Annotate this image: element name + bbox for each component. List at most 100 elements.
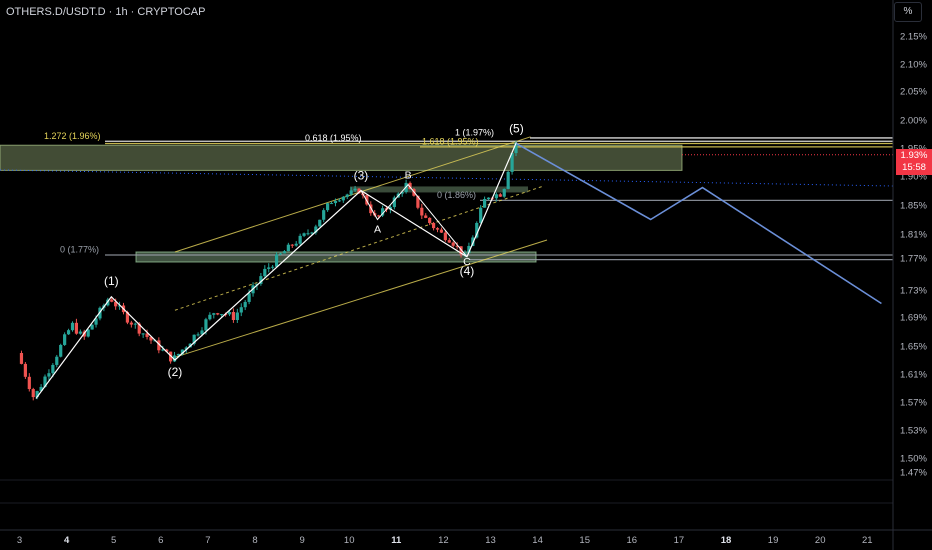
- candle-body: [447, 240, 451, 243]
- fib-label: 0 (1.77%): [60, 245, 99, 255]
- candle-body: [357, 188, 361, 194]
- candle-body: [74, 322, 79, 334]
- candle-body: [282, 251, 287, 254]
- candle-body: [443, 232, 447, 241]
- candle-body: [200, 330, 204, 335]
- x-tick-label: 4: [64, 535, 70, 546]
- y-tick-label: 1.65%: [900, 342, 927, 353]
- candle-body: [145, 333, 149, 337]
- candle-body: [208, 314, 212, 320]
- candle-body: [424, 215, 428, 218]
- wave-label: (1): [104, 274, 119, 288]
- candle-body: [51, 364, 55, 374]
- candle-body: [341, 196, 345, 201]
- channel-line: [174, 185, 543, 311]
- candle-body: [196, 334, 200, 336]
- candle-body: [302, 233, 306, 236]
- candle-body: [286, 244, 290, 252]
- abc-correction-line: [360, 183, 468, 258]
- candle-body: [172, 355, 177, 362]
- candle-body: [39, 386, 43, 392]
- candle-body: [510, 153, 514, 172]
- candle-body: [400, 192, 404, 194]
- candle-body: [70, 322, 75, 331]
- y-tick-label: 1.53%: [900, 426, 927, 437]
- candle-body: [137, 323, 141, 334]
- y-tick-label: 2.10%: [900, 60, 927, 71]
- candle-body: [408, 182, 412, 190]
- candle-body: [267, 267, 271, 269]
- y-tick-label: 1.57%: [900, 398, 927, 409]
- candle-body: [365, 195, 369, 205]
- candle-body: [514, 142, 518, 154]
- candle-body: [35, 391, 39, 398]
- candle-body: [129, 322, 133, 325]
- candle-body: [220, 314, 224, 316]
- candle-body: [483, 199, 487, 208]
- chart-title: OTHERS.D/USDT.D · 1h · CRYPTOCAP: [6, 6, 206, 18]
- candle-body: [117, 305, 122, 307]
- channel-line: [174, 239, 548, 358]
- elliott-wave-line: [35, 142, 517, 399]
- candle-body: [212, 313, 216, 315]
- candle-body: [369, 204, 373, 214]
- candle-body: [475, 222, 479, 238]
- fib-label: 1 (1.97%): [455, 127, 494, 137]
- candle-body: [345, 194, 349, 197]
- x-tick-label: 3: [17, 535, 22, 546]
- candle-body: [55, 356, 59, 365]
- fib-label: 0.618 (1.95%): [305, 133, 362, 143]
- candle-body: [455, 245, 459, 247]
- candle-body: [184, 347, 188, 350]
- candle-body: [141, 333, 145, 335]
- x-tick-label: 14: [532, 535, 543, 546]
- wave-labels: (1) (2) (3) (4) (5) A B C: [104, 121, 524, 379]
- y-tick-label: 1.61%: [900, 370, 927, 381]
- x-tick-label: 18: [721, 535, 732, 546]
- fib-label: 1.272 (1.96%): [44, 131, 101, 141]
- candle-body: [43, 376, 47, 387]
- support-zone: [135, 251, 537, 263]
- candle-body: [204, 319, 208, 331]
- candle-body: [94, 318, 98, 325]
- candle-body: [294, 243, 298, 246]
- candle-body: [435, 228, 440, 230]
- wave-label: A: [374, 224, 381, 236]
- candle-body: [416, 195, 420, 208]
- candle-body: [19, 353, 24, 364]
- candle-body: [298, 235, 302, 244]
- candle-body: [23, 363, 27, 377]
- candle-body: [349, 190, 353, 195]
- y-tick-label: 1.77%: [900, 254, 927, 265]
- candle-body: [377, 215, 381, 217]
- candle-body: [216, 313, 220, 315]
- candle-body: [314, 226, 318, 233]
- candle-body: [479, 207, 483, 223]
- candle-body: [326, 203, 330, 211]
- candle-body: [310, 232, 314, 234]
- candle-body: [459, 246, 463, 255]
- candle-body: [494, 194, 498, 199]
- x-tick-label: 5: [111, 535, 116, 546]
- candle-body: [157, 340, 161, 351]
- y-tick-label: 1.47%: [900, 468, 927, 479]
- candles: [19, 140, 518, 401]
- percent-scale-button[interactable]: %: [894, 2, 922, 22]
- y-tick-label: 2.05%: [900, 87, 927, 98]
- candle-body: [243, 301, 247, 308]
- candle-body: [431, 222, 436, 229]
- x-tick-label: 12: [438, 535, 449, 546]
- candle-body: [47, 373, 51, 377]
- candle-body: [271, 266, 275, 268]
- candle-body: [451, 242, 455, 246]
- wave-label: B: [405, 170, 412, 182]
- x-tick-label: 19: [768, 535, 779, 546]
- x-tick-label: 10: [344, 535, 355, 546]
- x-tick-label: 8: [252, 535, 257, 546]
- wave-label: (5): [509, 121, 524, 135]
- y-tick-label: 1.81%: [900, 230, 927, 241]
- candle-body: [439, 229, 444, 233]
- candle-body: [90, 324, 94, 330]
